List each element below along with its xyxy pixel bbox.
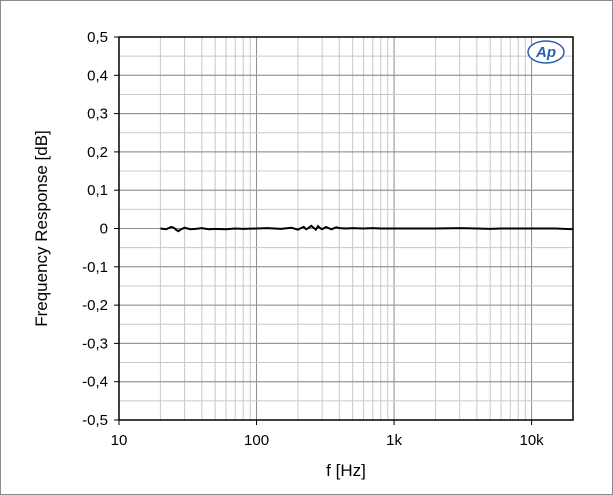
series-line: [160, 226, 573, 231]
y-tick-label: 0,5: [87, 29, 108, 46]
x-tick-label: 10k: [520, 432, 545, 449]
y-tick-label: -0,2: [82, 297, 108, 314]
x-tick-label: 10: [111, 432, 128, 449]
series-layer: [160, 226, 573, 231]
y-tick-label: -0,1: [82, 259, 108, 276]
y-tick-label: 0,2: [87, 144, 108, 161]
x-tick-labels: 10 100 1k 10k: [111, 420, 545, 449]
y-tick-label: 0,4: [87, 67, 108, 84]
y-tick-label: 0,3: [87, 106, 108, 123]
y-tick-label: -0,4: [82, 374, 108, 391]
y-tick-labels: 0,5 0,4 0,3 0,2 0,1 0 -0,1 -0,2 -0,3 -0,4 -0,5: [82, 29, 119, 429]
x-axis-label: f [Hz]: [326, 461, 366, 480]
ap-logo-text: Ap: [535, 44, 556, 61]
x-tick-label: 1k: [386, 432, 402, 449]
ap-logo-icon: Ap: [528, 41, 564, 63]
y-tick-label: 0,1: [87, 182, 108, 199]
y-tick-label: -0,3: [82, 335, 108, 352]
y-tick-label: 0: [100, 221, 108, 238]
x-tick-label: 100: [244, 432, 269, 449]
y-tick-label: -0,5: [82, 412, 108, 429]
y-axis-label: Frequency Response [dB]: [32, 130, 51, 327]
